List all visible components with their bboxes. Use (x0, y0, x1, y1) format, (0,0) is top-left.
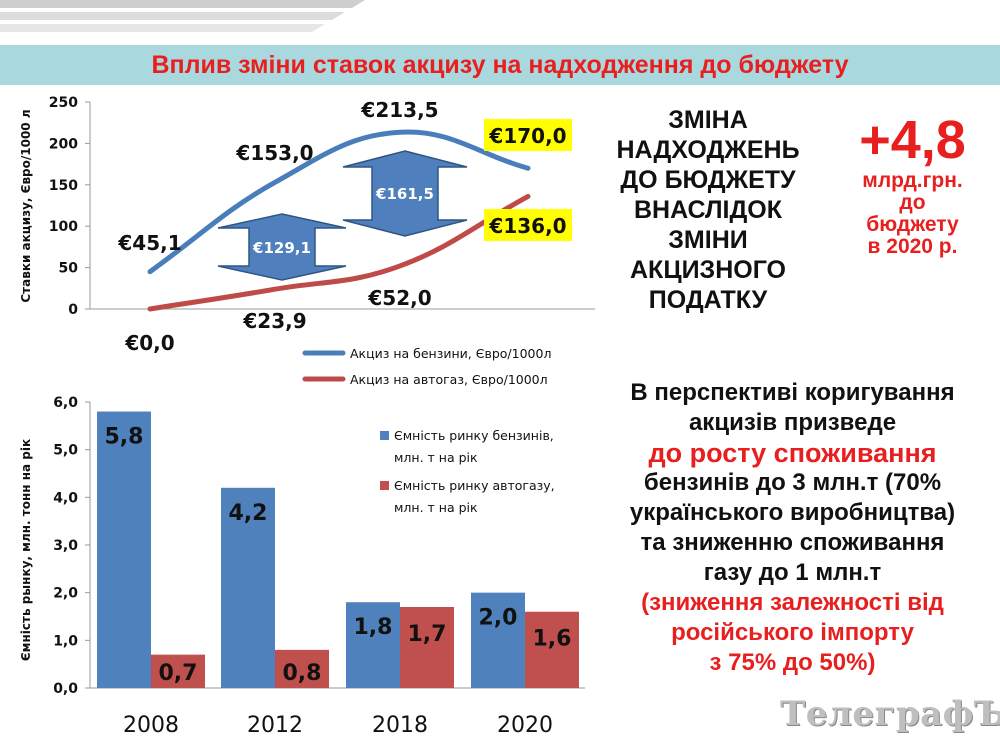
bar-legend-swatch (380, 431, 389, 440)
change-heading-line: АКЦИЗНОГО (630, 256, 786, 284)
petrol-excise-line (147, 129, 531, 275)
autogas-market-bar (525, 611, 579, 688)
change-heading-line: НАДХОДЖЕНЬ (616, 136, 800, 164)
change-heading-line: ВНАСЛІДОК (634, 196, 782, 224)
line-data-label: €52,0 (367, 286, 431, 310)
change-unit-line: в 2020 р. (867, 235, 958, 258)
perspective-red-line: з 75% до 50%) (709, 649, 876, 676)
change-value: +4,8 (859, 110, 966, 170)
bar-data-label: 2,0 (479, 606, 518, 631)
line-chart-y-tick-label: 50 (59, 261, 79, 277)
autogas-excise-line (147, 193, 531, 312)
line-legend-label: Акциз на автогаз, Євро/1000л (350, 372, 548, 387)
bar-legend-label: Ємність ринку автогазу, (394, 478, 555, 493)
change-heading-line: ДО БЮДЖЕТУ (620, 166, 796, 194)
change-heading-line: ЗМІНА (668, 106, 748, 134)
difference-label: €129,1 (252, 239, 311, 257)
decorative-stripes (0, 0, 365, 32)
bar-data-label: 4,2 (229, 501, 268, 526)
watermark-logo: ТелеграфЪ (780, 694, 1000, 734)
bar-data-label: 5,8 (105, 425, 144, 450)
bar-chart-y-tick-label: 3,0 (53, 538, 78, 554)
page-title: Вплив зміни ставок акцизу на надходження… (151, 51, 849, 79)
perspective-highlight: до росту споживання (648, 438, 937, 468)
perspective-red-line: російського імпорту (671, 619, 914, 646)
bar-legend-label: млн. т на рік (394, 500, 478, 515)
change-heading-line: ПОДАТКУ (648, 286, 768, 314)
line-chart-y-tick-label: 200 (49, 136, 78, 152)
line-data-label: €23,9 (242, 309, 306, 333)
bar-chart-y-tick-label: 6,0 (53, 395, 78, 411)
line-chart-y-tick-label: 250 (49, 95, 78, 111)
line-chart-y-tick-label: 100 (49, 219, 78, 235)
bar-chart-y-tick-label: 5,0 (53, 443, 78, 459)
perspective-line: газу до 1 млн.т (703, 559, 882, 586)
perspective-text: В перспективі коригування акцизів призве… (590, 378, 995, 678)
bar-data-label: 1,7 (408, 622, 447, 647)
bar-chart-x-tick-label: 2012 (247, 713, 303, 738)
change-heading: ЗМІНА НАДХОДЖЕНЬ ДО БЮДЖЕТУ ВНАСЛІДОК ЗМ… (590, 105, 826, 315)
difference-arrow-2012 (217, 213, 347, 281)
perspective-line: В перспективі коригування (630, 379, 955, 406)
line-chart-y-axis-title: Ставки акцизу, Євро/1000 л (19, 109, 33, 302)
change-unit-line: бюджету (866, 213, 959, 236)
bar-chart-y-tick-label: 1,0 (53, 633, 78, 649)
bar-chart-x-tick-label: 2018 (372, 713, 428, 738)
perspective-red-line: (зниження залежності від (641, 589, 944, 616)
bar-chart-x-tick-label: 2008 (123, 713, 179, 738)
line-chart-y-tick-label: 150 (49, 178, 78, 194)
petrol-market-bar (97, 411, 151, 688)
change-heading-line: ЗМІНИ (668, 226, 748, 254)
line-data-label: €0,0 (124, 331, 174, 355)
bar-data-label: 1,8 (354, 615, 393, 640)
bar-data-label: 1,6 (533, 627, 572, 652)
bar-chart-y-tick-label: 2,0 (53, 586, 78, 602)
line-legend-label: Акциз на бензини, Євро/1000л (350, 346, 551, 361)
data-label-highlight (484, 119, 572, 151)
perspective-line: та зниженню споживання (640, 529, 945, 556)
title-bar: Вплив зміни ставок акцизу на надходження… (0, 45, 1000, 85)
difference-label: €161,5 (375, 185, 434, 203)
autogas-market-bar (151, 654, 205, 688)
bar-legend-swatch (380, 481, 389, 490)
change-unit: млрд.грн. до бюджету в 2020 р. (840, 170, 985, 258)
autogas-market-bar (400, 606, 454, 688)
bar-chart-y-tick-label: 4,0 (53, 490, 78, 506)
petrol-market-bar (221, 487, 275, 688)
petrol-market-bar (346, 602, 400, 688)
autogas-market-bar (275, 649, 329, 688)
perspective-line: українського виробництва) (629, 499, 956, 526)
bar-data-label: 0,8 (283, 661, 322, 686)
line-chart-y-tick-label: 0 (68, 302, 78, 318)
line-data-label: €170,0 (488, 124, 566, 148)
difference-arrow-2018 (342, 150, 468, 237)
bar-legend-label: Ємність ринку бензинів, (394, 428, 554, 443)
change-unit-line: млрд.грн. (862, 169, 963, 192)
change-unit-line: до (899, 191, 926, 214)
bar-data-label: 0,7 (159, 661, 198, 686)
bar-chart-x-tick-label: 2020 (497, 713, 553, 738)
bar-chart-y-tick-label: 0,0 (53, 681, 78, 697)
line-data-label: €45,1 (117, 231, 181, 255)
line-data-label: €153,0 (235, 141, 313, 165)
bar-legend-label: млн. т на рік (394, 450, 478, 465)
perspective-line: акцизів призведе (688, 409, 897, 436)
bar-chart-y-axis-title: Ємність рынку, млн. тонн на рік (19, 439, 33, 661)
line-data-label: €213,5 (360, 98, 438, 122)
petrol-market-bar (471, 592, 525, 688)
perspective-line: бензинів до 3 млн.т (70% (643, 469, 942, 496)
line-data-label: €136,0 (488, 214, 566, 238)
data-label-highlight (484, 209, 572, 241)
